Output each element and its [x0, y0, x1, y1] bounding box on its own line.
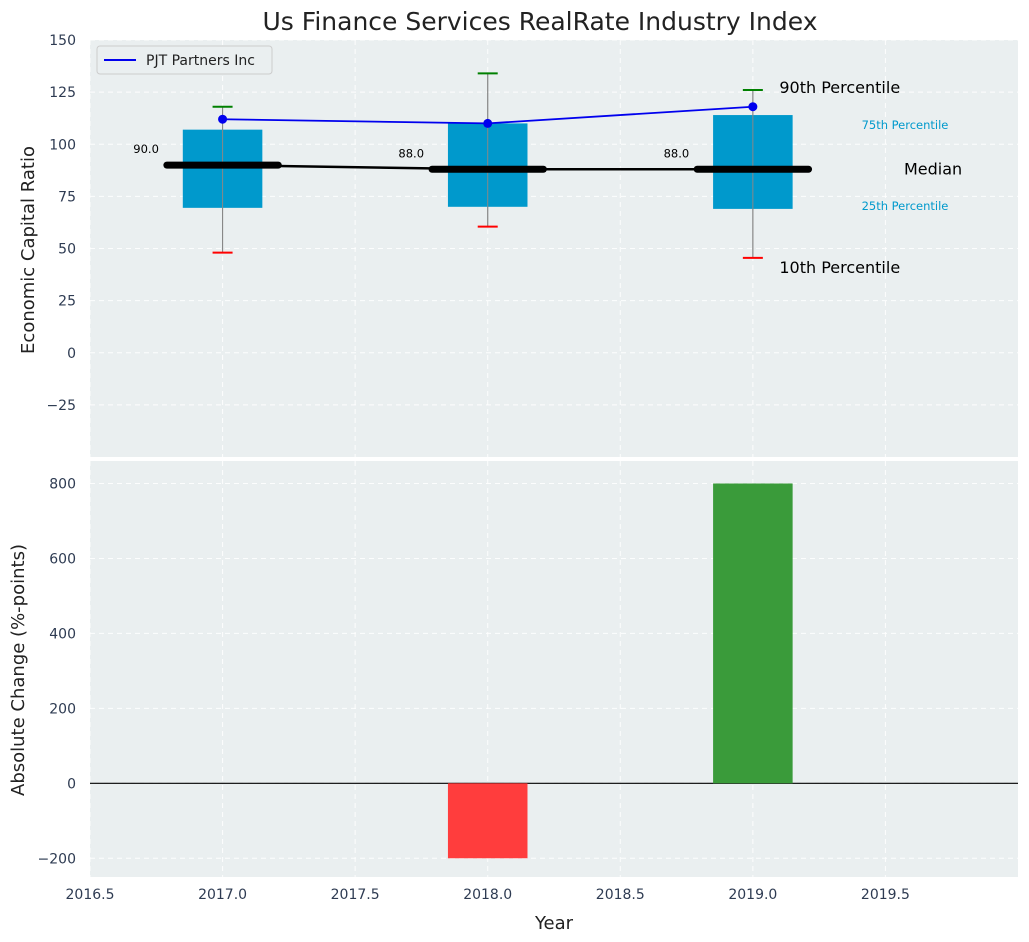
change-bars [90, 483, 1018, 859]
bottom-y-axis-label: Absolute Change (%-points) [8, 544, 29, 796]
bottom-y-tick-label: −200 [38, 851, 76, 867]
top-y-tick-label: 100 [49, 137, 76, 153]
median-value-label: 88.0 [398, 146, 424, 160]
bottom-y-tick-label: 0 [67, 776, 76, 792]
annotation-p10: 10th Percentile [779, 258, 900, 277]
legend-box [96, 45, 273, 75]
x-tick-label: 2016.5 [66, 887, 115, 903]
x-tick-label: 2019.5 [861, 887, 910, 903]
bottom-y-ticks: −200 0 200 400 600 800 [38, 476, 76, 867]
chart-title: Us Finance Services RealRate Industry In… [263, 7, 818, 36]
change-bar [447, 783, 528, 859]
change-bar [713, 483, 793, 784]
top-y-tick-label: 75 [58, 189, 76, 205]
series-point [748, 102, 758, 112]
bottom-plot-area [90, 461, 1018, 877]
bottom-y-tick-label: 600 [49, 551, 76, 567]
x-ticks: 2016.5 2017.0 2017.5 2018.0 2018.5 2019.0 2019… [66, 887, 910, 903]
legend-label: PJT Partners Inc [146, 53, 255, 69]
series-point [483, 118, 493, 128]
top-y-tick-label: 25 [58, 294, 76, 310]
x-tick-label: 2018.5 [596, 887, 645, 903]
top-y-tick-label: −25 [46, 398, 76, 414]
annotation-p75: 75th Percentile [862, 118, 949, 132]
bottom-y-tick-label: 400 [49, 626, 76, 642]
top-y-tick-label: 125 [49, 85, 76, 101]
top-y-tick-label: 0 [67, 346, 76, 362]
bottom-y-tick-label: 800 [49, 476, 76, 492]
top-y-tick-label: 150 [49, 33, 76, 49]
top-y-axis-label: Economic Capital Ratio [18, 146, 39, 354]
percentile-annotations: 90th Percentile 75th Percentile Median 25th… [779, 78, 962, 277]
x-tick-label: 2019.0 [728, 887, 777, 903]
median-value-label: 88.0 [664, 146, 690, 160]
legend: PJT Partners Inc [96, 45, 273, 75]
box-plots: 90.0 88.0 88.0 [133, 72, 813, 259]
annotation-p90: 90th Percentile [779, 78, 900, 97]
series-line-group [218, 102, 758, 128]
x-tick-label: 2018.0 [463, 887, 512, 903]
x-tick-label: 2017.0 [198, 887, 247, 903]
top-y-ticks: −25 0 25 50 75 100 125 150 [46, 33, 76, 414]
median-value-label: 90.0 [133, 142, 159, 156]
x-tick-label: 2017.5 [331, 887, 380, 903]
x-axis-label: Year [534, 913, 574, 934]
annotation-p25: 25th Percentile [862, 199, 949, 213]
top-y-tick-label: 50 [58, 242, 76, 258]
bottom-y-tick-label: 200 [49, 701, 76, 717]
annotation-median: Median [904, 159, 962, 178]
series-point [218, 114, 228, 124]
